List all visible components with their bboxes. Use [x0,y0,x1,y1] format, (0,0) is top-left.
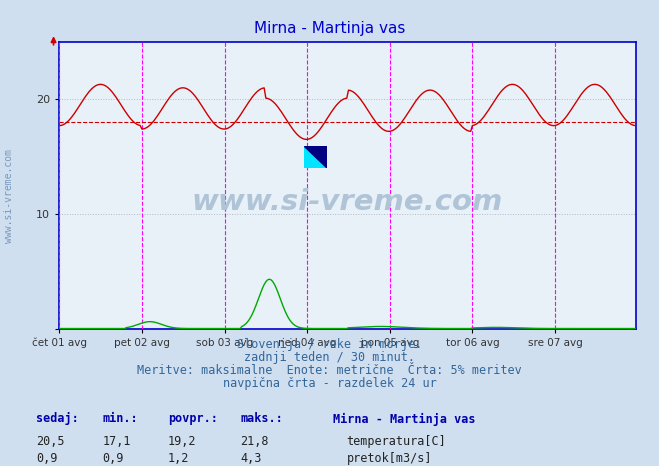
Text: 21,8: 21,8 [241,435,269,448]
Text: www.si-vreme.com: www.si-vreme.com [3,149,14,243]
Text: Mirna - Martinja vas: Mirna - Martinja vas [333,412,475,425]
Text: maks.:: maks.: [241,412,283,425]
Text: 19,2: 19,2 [168,435,196,448]
Text: Slovenija / reke in morje.: Slovenija / reke in morje. [237,338,422,351]
Text: www.si-vreme.com: www.si-vreme.com [192,188,503,216]
Text: zadnji teden / 30 minut.: zadnji teden / 30 minut. [244,351,415,364]
Text: 20,5: 20,5 [36,435,65,448]
Text: 1,2: 1,2 [168,452,189,466]
Text: min.:: min.: [102,412,138,425]
Text: 17,1: 17,1 [102,435,130,448]
Text: 0,9: 0,9 [36,452,57,466]
Text: pretok[m3/s]: pretok[m3/s] [347,452,432,466]
Text: Mirna - Martinja vas: Mirna - Martinja vas [254,21,405,36]
Text: sedaj:: sedaj: [36,412,79,425]
Polygon shape [304,146,328,168]
Text: 4,3: 4,3 [241,452,262,466]
Polygon shape [304,146,328,168]
Text: Meritve: maksimalne  Enote: metrične  Črta: 5% meritev: Meritve: maksimalne Enote: metrične Črta… [137,364,522,377]
Text: temperatura[C]: temperatura[C] [347,435,446,448]
Text: navpična črta - razdelek 24 ur: navpična črta - razdelek 24 ur [223,377,436,390]
Polygon shape [304,146,328,168]
Text: 0,9: 0,9 [102,452,123,466]
Text: povpr.:: povpr.: [168,412,218,425]
